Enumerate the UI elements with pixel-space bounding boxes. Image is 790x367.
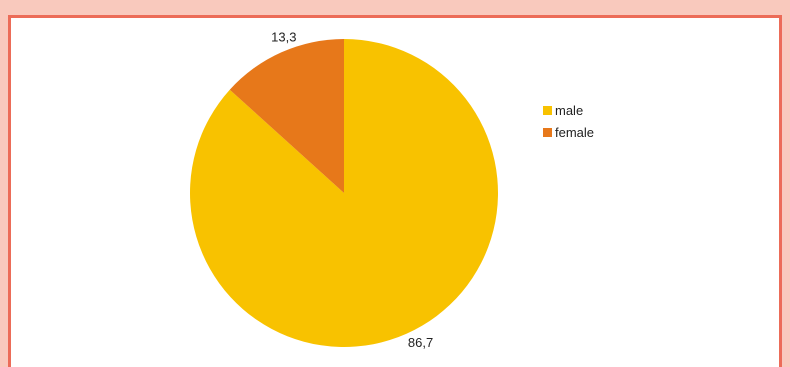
pie-slices [189, 39, 499, 347]
data-label-female: 13,3 [271, 29, 296, 44]
data-label-male: 86,7 [408, 335, 433, 350]
legend-swatch-female [543, 128, 552, 137]
legend-label-male: male [555, 103, 583, 118]
legend: male female [543, 103, 594, 140]
pie-data-labels: 86,7 13,3 [271, 29, 433, 349]
pie-slice-female [229, 39, 344, 193]
legend-swatch-male [543, 106, 552, 115]
legend-label-female: female [555, 125, 594, 140]
